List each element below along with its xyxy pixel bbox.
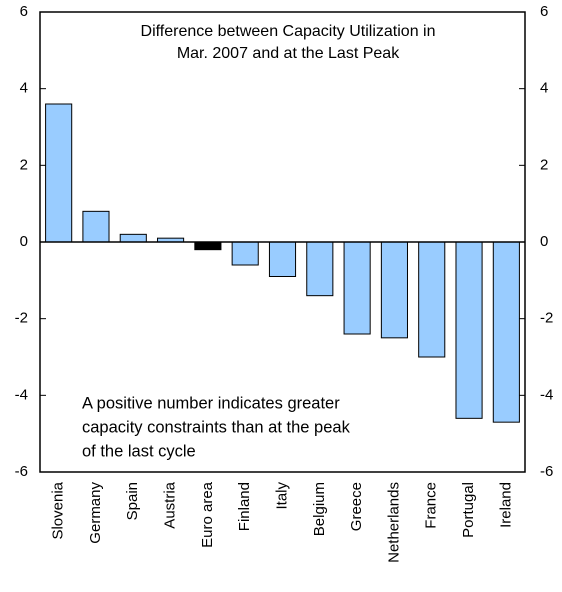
bar	[231, 241, 259, 266]
y-tick-label: 4	[20, 80, 28, 97]
x-tick-label: Portugal	[460, 482, 477, 538]
x-tick-label: Ireland	[497, 482, 514, 528]
bar	[455, 241, 483, 419]
x-tick-label: Finland	[236, 482, 253, 531]
y-tick-label: 2	[20, 156, 28, 173]
y2-tick-label: -2	[540, 310, 553, 327]
chart-title: Mar. 2007 and at the Last Peak	[177, 45, 400, 62]
bar	[194, 241, 222, 251]
y2-tick-label: -4	[540, 386, 553, 403]
x-tick-label: Italy	[273, 482, 290, 510]
bar	[418, 241, 446, 358]
chart-title: Difference between Capacity Utilization …	[141, 23, 436, 40]
y2-tick-label: 4	[540, 80, 548, 97]
bar	[119, 233, 147, 243]
x-tick-label: Netherlands	[385, 482, 402, 563]
x-tick-label: Slovenia	[50, 481, 67, 539]
annotation: capacity constraints than at the peak	[82, 418, 351, 436]
y2-tick-label: 6	[540, 3, 548, 20]
x-tick-label: Spain	[124, 482, 141, 520]
x-tick-label: Germany	[87, 482, 104, 544]
x-tick-label: France	[423, 482, 440, 529]
y2-tick-label: -6	[540, 463, 553, 480]
x-tick-label: Greece	[348, 482, 365, 531]
y2-tick-label: 0	[540, 233, 548, 250]
bar	[82, 210, 110, 243]
y-tick-label: -2	[15, 310, 28, 327]
bar	[268, 241, 297, 277]
x-tick-label: Euro area	[199, 481, 216, 548]
y-tick-label: 0	[20, 233, 28, 250]
y-tick-label: -4	[15, 386, 28, 403]
x-tick-label: Belgium	[311, 482, 328, 536]
bar	[306, 241, 334, 297]
bar	[45, 103, 73, 243]
annotation: of the last cycle	[82, 442, 196, 460]
y2-tick-label: 2	[540, 156, 548, 173]
y-tick-label: 6	[20, 3, 28, 20]
x-tick-label: Austria	[162, 481, 179, 528]
bar	[343, 241, 371, 335]
y-tick-label: -6	[15, 463, 28, 480]
bar	[492, 241, 520, 423]
annotation: A positive number indicates greater	[82, 394, 340, 412]
bar	[380, 241, 408, 339]
